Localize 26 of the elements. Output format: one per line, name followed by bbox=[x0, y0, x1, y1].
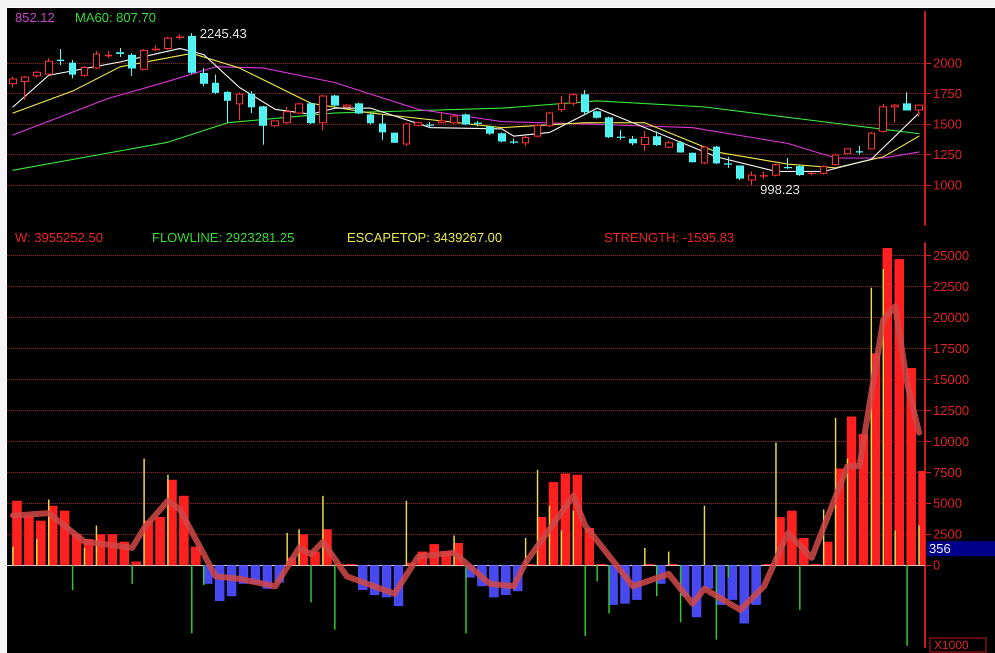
annotation: MA60: 807.70 bbox=[75, 10, 156, 25]
y-tick-label: 1750 bbox=[933, 86, 962, 102]
y-tick-label: 2000 bbox=[933, 56, 962, 71]
y-tick-label: 1500 bbox=[933, 116, 962, 132]
y-tick-label: 12500 bbox=[933, 402, 970, 418]
y-tick-label: 1250 bbox=[933, 146, 962, 162]
y-tick-label: 15000 bbox=[933, 372, 970, 387]
y-tick-label: 2500 bbox=[933, 526, 962, 542]
y-tick-label: 20000 bbox=[933, 310, 970, 325]
annotation: ESCAPETOP: 3439267.00 bbox=[347, 230, 502, 245]
y-tick-label: 25000 bbox=[933, 248, 970, 263]
text: X1000 bbox=[934, 638, 970, 652]
annotation: 852.12 bbox=[15, 10, 55, 25]
text: 356 bbox=[929, 541, 951, 556]
annotation: W: 3955252.50 bbox=[15, 230, 103, 245]
y-tick-label: 1000 bbox=[933, 177, 962, 192]
y-tick-label: 17500 bbox=[933, 340, 970, 356]
y-tick-label: 22500 bbox=[933, 278, 970, 294]
annotation: STRENGTH: -1595.83 bbox=[604, 230, 734, 245]
y-tick-label: 7500 bbox=[933, 464, 962, 480]
annotation: FLOWLINE: 2923281.25 bbox=[152, 230, 294, 245]
y-tick-label: 10000 bbox=[933, 434, 970, 449]
annotation: 2245.43 bbox=[200, 26, 247, 42]
y-tick-label: 0 bbox=[933, 558, 940, 573]
annotation: 998.23 bbox=[760, 182, 800, 198]
y-tick-label: 5000 bbox=[933, 496, 962, 511]
